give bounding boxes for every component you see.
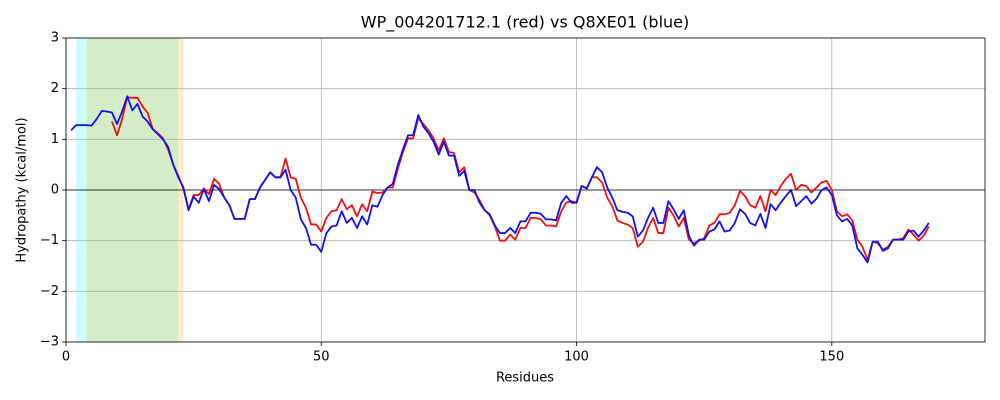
x-tick-label: 150 [819, 350, 844, 365]
y-tick-label: 2 [51, 81, 59, 96]
x-tick-label: 0 [62, 350, 70, 365]
x-axis-label: Residues [496, 371, 554, 386]
y-tick-label: −3 [40, 335, 59, 350]
plot-frame [65, 37, 986, 343]
y-tick-label: 3 [51, 31, 59, 46]
y-tick-label: 1 [51, 132, 59, 147]
y-tick-label: −2 [40, 284, 59, 299]
y-tick-label: −1 [40, 233, 59, 248]
chart-title: WP_004201712.1 (red) vs Q8XE01 (blue) [361, 13, 689, 33]
x-tick-label: 50 [313, 350, 330, 365]
y-tick-label: 0 [51, 183, 59, 198]
x-tick-label: 100 [564, 350, 589, 365]
series-line [111, 96, 930, 261]
y-axis-label: Hydropathy (kcal/mol) [15, 117, 30, 262]
series-line [70, 95, 930, 264]
